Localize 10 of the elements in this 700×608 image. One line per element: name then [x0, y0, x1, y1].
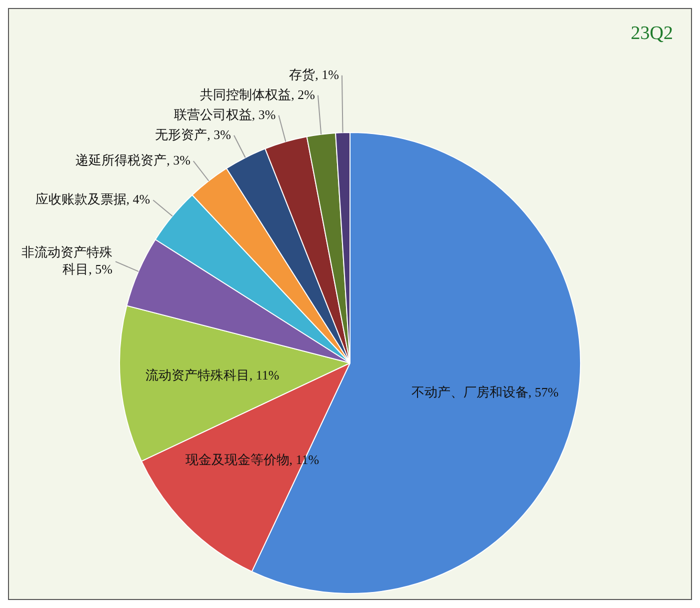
slice-label: 无形资产, 3% — [155, 126, 232, 142]
slice-label: 不动产、厂房和设备, 57% — [411, 384, 559, 400]
slice-label: 存货, 1% — [289, 66, 340, 82]
slice-label: 递延所得税资产, 3% — [76, 152, 191, 168]
slice-label: 联营公司权益, 3% — [174, 106, 276, 122]
slice-label: 非流动资产特殊科目, 5% — [22, 244, 113, 276]
slice-label: 共同控制体权益, 2% — [200, 86, 316, 102]
slice-label: 应收账款及票据, 4% — [35, 192, 150, 207]
slice-label: 流动资产特殊科目, 11% — [145, 367, 280, 382]
text: 23Q2 — [630, 23, 673, 45]
